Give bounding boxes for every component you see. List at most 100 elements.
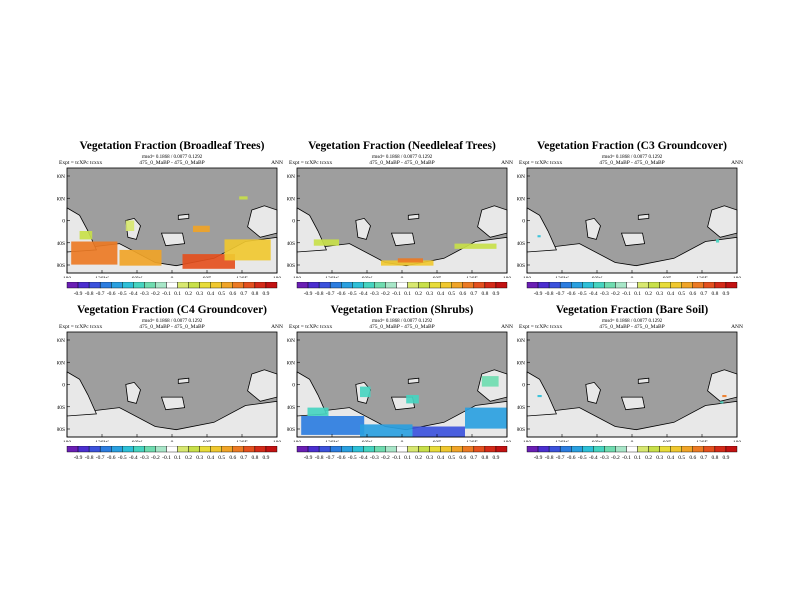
colorbar-tick-label: -0.2 (381, 291, 390, 297)
expt-label: Expt = tcXPc tcxxx (519, 324, 563, 330)
colorbar-tick-label: -0.7 (556, 291, 565, 297)
x-tick-label: 0 (631, 276, 634, 278)
colorbar-swatch (495, 446, 508, 453)
colorbar-swatch (221, 446, 233, 453)
colorbar-tick-label: 0.1 (174, 455, 181, 461)
colorbar-swatch (648, 446, 660, 453)
anomaly-patch (406, 395, 419, 404)
colorbar-tick-label: -0.9 (304, 455, 313, 461)
colorbar-swatch (396, 446, 408, 453)
period-label: ANN (271, 324, 283, 330)
colorbar-tick-label: -0.7 (96, 455, 105, 461)
x-tick-label: 180 (63, 440, 72, 442)
panel-subtitle: 475_0_MaBP - 475_0_MaBP (369, 160, 435, 166)
y-tick-label: 80N (57, 338, 65, 344)
x-tick-label: 120E (696, 440, 708, 442)
colorbar-swatch (66, 446, 79, 453)
colorbar-swatch (385, 282, 397, 289)
colorbar-swatch (188, 282, 200, 289)
colorbar-swatch (604, 282, 616, 289)
colorbar-tick-label: 0.2 (185, 291, 192, 297)
colorbar-tick-label: -0.1 (392, 291, 401, 297)
colorbar-swatch (254, 446, 267, 453)
colorbar-tick-label: -0.5 (118, 455, 127, 461)
expt-label: Expt = tcXPc tcxxx (289, 324, 333, 330)
colorbar-swatch (122, 446, 134, 453)
colorbar-tick-label: -0.2 (381, 455, 390, 461)
colorbar-tick-label: -0.5 (578, 291, 587, 297)
x-tick-label: 180 (273, 440, 282, 442)
colorbar-tick-label: -0.2 (611, 291, 620, 297)
x-tick-label: 120E (466, 440, 478, 442)
x-tick-label: 60E (663, 276, 673, 278)
colorbar-swatch (593, 446, 605, 453)
colorbar-tick-label: 0.4 (667, 455, 674, 461)
colorbar-tick-label: 0.8 (251, 291, 258, 297)
colorbar-swatch (210, 446, 222, 453)
anomaly-patch (397, 258, 423, 263)
y-tick-label: 0 (62, 219, 65, 225)
colorbar-swatch (307, 282, 320, 289)
colorbar-swatch (559, 446, 572, 453)
panel-subtitle: 475_0_MaBP - 475_0_MaBP (369, 324, 435, 330)
colorbar-swatch (604, 446, 616, 453)
colorbar-swatch (133, 446, 145, 453)
colorbar-tick-label: -0.6 (567, 455, 576, 461)
x-tick-label: 120W (555, 440, 569, 442)
colorbar-tick-label: 0.1 (404, 455, 411, 461)
near-zero-region (390, 232, 416, 247)
colorbar-swatch (670, 446, 682, 453)
colorbar-tick-label: -0.5 (578, 455, 587, 461)
y-tick-label: 40N (517, 360, 525, 366)
colorbar-swatch (648, 282, 660, 289)
y-tick-label: 80N (287, 174, 295, 180)
map-plot: 80N 40N 0 40S 80S 180 120W 60W 0 60E 120E 180 (287, 331, 511, 442)
expt-label: Expt = tcXPc tcxxx (59, 324, 103, 330)
colorbar-swatch (144, 446, 156, 453)
y-tick-label: 40N (57, 196, 65, 202)
x-tick-label: 60W (362, 276, 374, 278)
near-zero-region (637, 377, 650, 384)
colorbar-swatch (429, 282, 441, 289)
x-tick-label: 180 (733, 440, 742, 442)
colorbar-swatch (484, 446, 497, 453)
colorbar-tick-label: 0.7 (700, 291, 707, 297)
x-tick-label: 0 (401, 276, 404, 278)
colorbar-tick-label: -0.8 (545, 291, 554, 297)
colorbar-swatch (352, 446, 364, 453)
panel-subtitle: 475_0_MaBP - 475_0_MaBP (599, 324, 665, 330)
colorbar-swatch (451, 446, 463, 453)
x-tick-label: 120E (236, 440, 248, 442)
colorbar-swatch (670, 282, 682, 289)
y-tick-label: 80S (57, 427, 65, 433)
colorbar-swatch (692, 282, 705, 289)
colorbar-swatch (307, 446, 320, 453)
expt-label: Expt = tcXPc tcxxx (289, 160, 333, 166)
anomaly-patch (182, 254, 235, 269)
near-zero-region (620, 396, 646, 411)
anomaly-patch (465, 407, 507, 429)
colorbar-tick-label: -0.5 (118, 291, 127, 297)
colorbar-swatch (714, 282, 727, 289)
colorbar-swatch (166, 446, 178, 453)
colorbar-swatch (548, 282, 561, 289)
colorbar-tick-label: -0.9 (534, 291, 543, 297)
colorbar-swatch (385, 446, 397, 453)
anomaly-patch (71, 241, 118, 265)
colorbar-swatch (155, 446, 167, 453)
colorbar-swatch (418, 282, 430, 289)
colorbar-swatch (484, 282, 497, 289)
colorbar-swatch (637, 446, 649, 453)
colorbar-swatch (681, 282, 693, 289)
colorbar-tick-label: 0.5 (678, 291, 685, 297)
map-plot: 80N 40N 0 40S 80S 180 120W 60W 0 60E 120E 180 (287, 167, 511, 278)
colorbar-swatch (473, 282, 486, 289)
colorbar-swatch (177, 446, 189, 453)
colorbar-tick-label: -0.2 (151, 291, 160, 297)
colorbar-swatch (177, 282, 189, 289)
colorbar-swatch (88, 446, 101, 453)
colorbar-tick-label: -0.4 (589, 455, 598, 461)
y-tick-label: 0 (522, 219, 525, 225)
panel-title: Vegetation Fraction (Broadleaf Trees) (79, 140, 265, 152)
rmsd-label: rmsd= 0.1868 / 0.0077 0.1292 (601, 155, 663, 160)
